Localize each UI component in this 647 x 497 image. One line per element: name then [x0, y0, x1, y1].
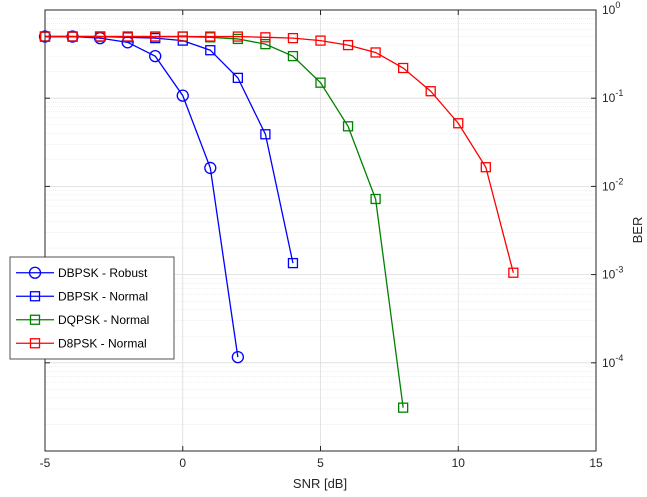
- y-tick-label: 10-2: [602, 176, 623, 193]
- data-point: [205, 45, 216, 56]
- x-tick-label: 0: [179, 456, 186, 470]
- y-tick-labels: 10-4 10-3 10-2 10-1 100: [602, 0, 623, 370]
- y-tick-exponent: -4: [615, 353, 623, 363]
- y-axis-title: BER: [630, 217, 645, 244]
- series-layer: [38, 30, 519, 413]
- data-point: [397, 62, 409, 74]
- data-point: [150, 31, 161, 42]
- x-tick-label: 15: [589, 456, 603, 470]
- data-point: [67, 31, 78, 42]
- y-tick-label: 10-3: [602, 265, 623, 282]
- y-tick-exponent: -1: [615, 88, 623, 98]
- x-tick-label: -5: [40, 456, 51, 470]
- legend-marker: [29, 338, 41, 349]
- data-point: [205, 31, 216, 42]
- data-point: [287, 32, 299, 44]
- legend-marker: [29, 314, 41, 325]
- series-3: [39, 31, 519, 278]
- data-point: [232, 72, 244, 84]
- data-point: [315, 35, 326, 46]
- data-point: [453, 118, 464, 129]
- x-tick-labels: -5 0 5 10 15: [40, 456, 603, 470]
- data-point: [260, 39, 271, 50]
- legend-item: DBPSK - Normal: [16, 289, 148, 303]
- data-point: [315, 77, 326, 88]
- y-tick-label: 10-4: [602, 353, 623, 370]
- data-point: [122, 31, 133, 42]
- x-tick-label: 10: [452, 456, 466, 470]
- y-tick-exponent: -2: [615, 176, 623, 186]
- data-point: [177, 31, 188, 42]
- legend-label: DBPSK - Normal: [58, 289, 148, 303]
- data-point: [260, 129, 271, 140]
- x-tick-label: 5: [317, 456, 324, 470]
- y-tick-exponent: -3: [615, 265, 623, 275]
- data-point: [204, 161, 217, 175]
- legend-marker: [29, 291, 41, 302]
- data-point: [287, 50, 299, 62]
- data-point: [342, 121, 354, 132]
- legend-item: DQPSK - Normal: [16, 313, 149, 327]
- legend-box: [9, 256, 175, 360]
- legend: DBPSK - Robust DBPSK - Normal DQPSK - Norm…: [9, 256, 175, 360]
- axis-ticks: [44, 9, 597, 451]
- data-point: [231, 350, 245, 364]
- y-tick-exponent: 0: [615, 0, 620, 10]
- data-point: [425, 86, 436, 97]
- data-point: [397, 402, 409, 413]
- data-point: [370, 47, 381, 58]
- data-point: [149, 49, 162, 63]
- data-point: [260, 32, 271, 43]
- data-point: [370, 193, 381, 205]
- legend-label: DQPSK - Normal: [58, 313, 149, 327]
- data-point: [508, 267, 519, 278]
- y-tick-label: 100: [602, 0, 620, 17]
- data-point: [176, 89, 189, 102]
- legend-marker: [28, 266, 42, 279]
- x-axis-title: SNR [dB]: [293, 476, 347, 491]
- legend-label: D8PSK - Normal: [58, 336, 147, 350]
- legend-item: D8PSK - Normal: [16, 336, 147, 350]
- legend-label: DBPSK - Robust: [58, 266, 148, 280]
- data-point: [480, 162, 491, 173]
- data-point: [287, 257, 299, 269]
- legend-item: DBPSK - Robust: [16, 266, 148, 280]
- y-tick-label: 10-1: [602, 88, 623, 105]
- data-point: [342, 39, 354, 51]
- data-point: [232, 31, 244, 42]
- data-point: [94, 31, 106, 42]
